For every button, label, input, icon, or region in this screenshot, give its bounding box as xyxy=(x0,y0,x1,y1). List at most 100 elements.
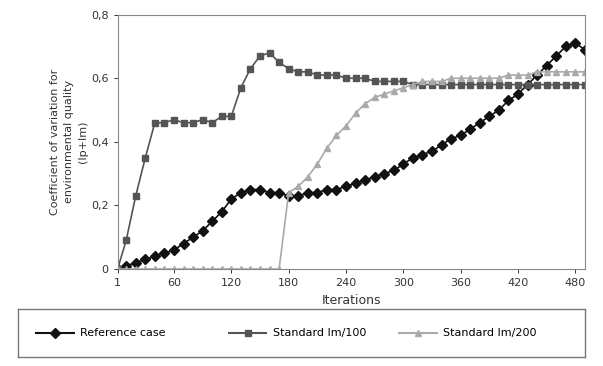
Line: Standard Im/100: Standard Im/100 xyxy=(114,49,589,272)
Reference case xyxy=(361,178,368,182)
Standard Im/100 xyxy=(228,114,235,119)
Standard Im/100 xyxy=(276,60,283,64)
Standard Im/200 xyxy=(132,267,139,271)
Standard Im/200 xyxy=(114,267,121,271)
Standard Im/100 xyxy=(371,79,378,83)
Standard Im/200 xyxy=(323,146,330,150)
Reference case xyxy=(343,184,350,188)
Standard Im/200 xyxy=(400,86,407,90)
Reference case xyxy=(534,73,541,77)
Reference case xyxy=(447,137,455,141)
Standard Im/100 xyxy=(400,79,407,83)
Standard Im/100 xyxy=(419,82,426,87)
Reference case xyxy=(295,194,302,198)
Standard Im/100 xyxy=(562,82,569,87)
Reference case xyxy=(409,156,417,160)
Reference case xyxy=(189,235,197,239)
Reference case xyxy=(380,171,388,176)
Standard Im/100 xyxy=(552,82,560,87)
Standard Im/100 xyxy=(161,120,168,125)
Line: Reference case: Reference case xyxy=(114,40,589,272)
Standard Im/200 xyxy=(534,70,541,74)
Standard Im/200 xyxy=(476,76,484,81)
Reference case xyxy=(266,190,273,195)
Text: Reference case: Reference case xyxy=(80,328,166,338)
Reference case xyxy=(505,98,512,103)
Standard Im/200 xyxy=(295,184,302,188)
Standard Im/100 xyxy=(323,73,330,77)
Reference case xyxy=(151,254,159,258)
Standard Im/100 xyxy=(304,70,311,74)
Reference case xyxy=(419,152,426,157)
Standard Im/200 xyxy=(486,76,493,81)
Standard Im/100 xyxy=(114,267,121,271)
Standard Im/200 xyxy=(419,79,426,83)
Reference case xyxy=(237,190,244,195)
Standard Im/200 xyxy=(122,267,130,271)
Standard Im/200 xyxy=(562,70,569,74)
Standard Im/100 xyxy=(266,51,273,55)
Reference case xyxy=(142,257,149,262)
Reference case xyxy=(285,194,292,198)
Reference case xyxy=(562,44,569,49)
Text: Standard Im/100: Standard Im/100 xyxy=(273,328,367,338)
Standard Im/100 xyxy=(476,82,484,87)
Standard Im/200 xyxy=(304,175,311,179)
Standard Im/100 xyxy=(409,82,417,87)
Standard Im/100 xyxy=(457,82,464,87)
Standard Im/200 xyxy=(276,267,283,271)
Standard Im/100 xyxy=(314,73,321,77)
Reference case xyxy=(228,197,235,201)
Standard Im/200 xyxy=(237,267,244,271)
X-axis label: Iterations: Iterations xyxy=(321,294,381,307)
Standard Im/200 xyxy=(352,111,359,115)
Standard Im/100 xyxy=(534,82,541,87)
Y-axis label: Coefficient of variation for
environmental quality
(Ip+Im): Coefficient of variation for environment… xyxy=(50,69,88,215)
Standard Im/200 xyxy=(266,267,273,271)
Reference case xyxy=(122,264,130,268)
Standard Im/100 xyxy=(142,156,149,160)
Reference case xyxy=(514,92,522,96)
Standard Im/100 xyxy=(352,76,359,81)
Reference case xyxy=(371,175,378,179)
Reference case xyxy=(209,219,216,224)
Standard Im/200 xyxy=(333,133,340,138)
Standard Im/100 xyxy=(361,76,368,81)
Standard Im/200 xyxy=(256,267,264,271)
Standard Im/200 xyxy=(409,82,417,87)
Reference case xyxy=(400,162,407,166)
Standard Im/200 xyxy=(467,76,474,81)
Standard Im/200 xyxy=(438,79,445,83)
Standard Im/200 xyxy=(572,70,579,74)
Text: Standard Im/200: Standard Im/200 xyxy=(443,328,537,338)
Standard Im/200 xyxy=(151,267,159,271)
Standard Im/100 xyxy=(295,70,302,74)
Standard Im/100 xyxy=(218,114,226,119)
Standard Im/200 xyxy=(390,89,397,93)
Standard Im/200 xyxy=(371,95,378,100)
Standard Im/100 xyxy=(151,120,159,125)
Standard Im/200 xyxy=(581,70,589,74)
Standard Im/100 xyxy=(209,120,216,125)
Standard Im/100 xyxy=(132,194,139,198)
Standard Im/100 xyxy=(171,117,178,122)
Standard Im/200 xyxy=(209,267,216,271)
Standard Im/200 xyxy=(228,267,235,271)
Reference case xyxy=(247,187,254,192)
Standard Im/100 xyxy=(285,67,292,71)
Reference case xyxy=(390,168,397,173)
Reference case xyxy=(171,248,178,252)
Standard Im/100 xyxy=(486,82,493,87)
Standard Im/100 xyxy=(199,117,206,122)
Standard Im/100 xyxy=(514,82,522,87)
Reference case xyxy=(256,187,264,192)
Standard Im/200 xyxy=(524,73,531,77)
Standard Im/200 xyxy=(180,267,187,271)
Reference case xyxy=(438,143,445,147)
Reference case xyxy=(552,54,560,58)
Standard Im/100 xyxy=(180,120,187,125)
Standard Im/100 xyxy=(581,82,589,87)
Reference case xyxy=(352,181,359,185)
Standard Im/200 xyxy=(343,124,350,128)
Standard Im/200 xyxy=(457,76,464,81)
